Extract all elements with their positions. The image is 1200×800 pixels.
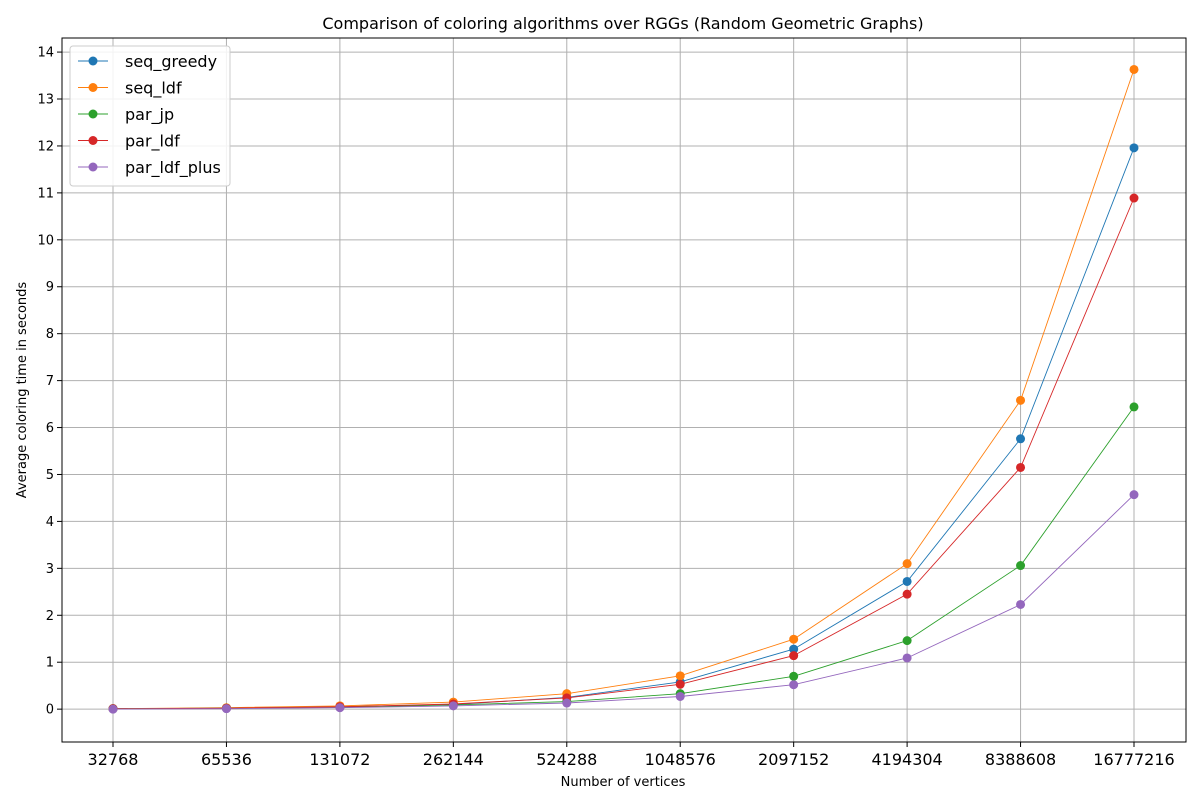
data-point [448,701,458,711]
x-tick-label: 524288 [536,750,597,769]
x-axis-label: Number of vertices [561,775,686,790]
data-point [902,636,912,646]
x-tick-label: 1048576 [645,750,716,769]
y-tick-label: 8 [46,327,54,342]
data-point [789,634,799,644]
series-seq_ldf [108,64,1139,714]
tick-layer: 32768 65536 131072 262144 524288 1048576 20971… [37,46,1174,769]
data-point [335,703,345,713]
data-point [675,671,685,681]
data-point [789,671,799,681]
legend-label: par_jp [125,105,174,125]
data-point [1016,462,1026,472]
series-line [112,406,1135,710]
y-tick-label: 5 [46,468,54,483]
legend-marker [88,109,98,119]
x-tick-label: 262144 [423,750,484,769]
y-tick-label: 0 [46,703,54,718]
legend-entry: par_jp [78,105,174,125]
data-point [789,680,799,690]
y-tick-label: 9 [46,280,54,295]
y-tick-label: 2 [46,609,54,624]
data-point [675,691,685,701]
series-line [112,147,1135,710]
series-layer [108,64,1139,714]
plot-frame [61,37,1187,743]
legend-label: seq_ldf [125,79,182,99]
x-tick-label: 2097152 [758,750,829,769]
y-tick-label: 6 [46,421,54,436]
x-tick-label: 65536 [201,750,252,769]
legend-marker [88,56,98,66]
x-tick-label: 131072 [309,750,370,769]
data-point [902,576,912,586]
legend-label: seq_greedy [125,52,217,72]
legend-entry: par_ldf_plus [78,158,221,178]
legend-box [69,45,231,187]
data-point [1016,434,1026,444]
x-tick-label: 4194304 [871,750,942,769]
data-point [1129,402,1139,412]
data-point [1129,193,1139,203]
data-point [1129,490,1139,500]
y-tick-label: 14 [37,46,54,61]
data-point [902,589,912,599]
y-tick-label: 10 [37,233,54,248]
y-tick-label: 4 [46,515,54,530]
series-line [112,69,1135,710]
chart-title: Comparison of coloring algorithms over R… [322,14,923,33]
data-point [1129,64,1139,74]
legend: seq_greedy seq_ldf par_jp par_ldf par_ldf_pl… [69,45,231,187]
legend-entry: seq_greedy [78,52,217,72]
y-tick-label: 11 [37,186,54,201]
grid [62,38,1186,742]
x-tick-label: 8388608 [985,750,1056,769]
data-point [902,653,912,663]
data-point [1129,143,1139,153]
series-line [112,197,1135,710]
legend-entry: par_ldf [78,132,180,152]
series-line [112,494,1135,710]
data-point [562,698,572,708]
y-tick-label: 7 [46,374,54,389]
data-point [221,704,231,714]
y-tick-label: 13 [37,93,54,108]
data-point [108,704,118,714]
legend-label: par_ldf_plus [125,158,221,178]
data-point [902,559,912,569]
legend-marker [88,83,98,92]
legend-marker [88,162,98,172]
data-point [789,651,799,661]
legend-marker [88,136,98,145]
legend-entry: seq_ldf [78,79,182,99]
x-tick-label: 16777216 [1093,750,1174,769]
series-par_ldf_plus [108,490,1139,714]
data-point [675,679,685,689]
y-tick-label: 3 [46,562,54,577]
data-point [1016,599,1026,609]
series-seq_greedy [108,143,1139,714]
series-par_jp [108,402,1139,714]
data-point [789,644,799,654]
x-tick-label: 32768 [88,750,139,769]
y-tick-label: 12 [37,139,54,154]
data-point [1016,395,1026,405]
legend-label: par_ldf [125,132,180,152]
y-axis-label: Average coloring time in seconds [15,282,30,499]
data-point [1016,561,1026,571]
y-tick-label: 1 [46,656,54,671]
